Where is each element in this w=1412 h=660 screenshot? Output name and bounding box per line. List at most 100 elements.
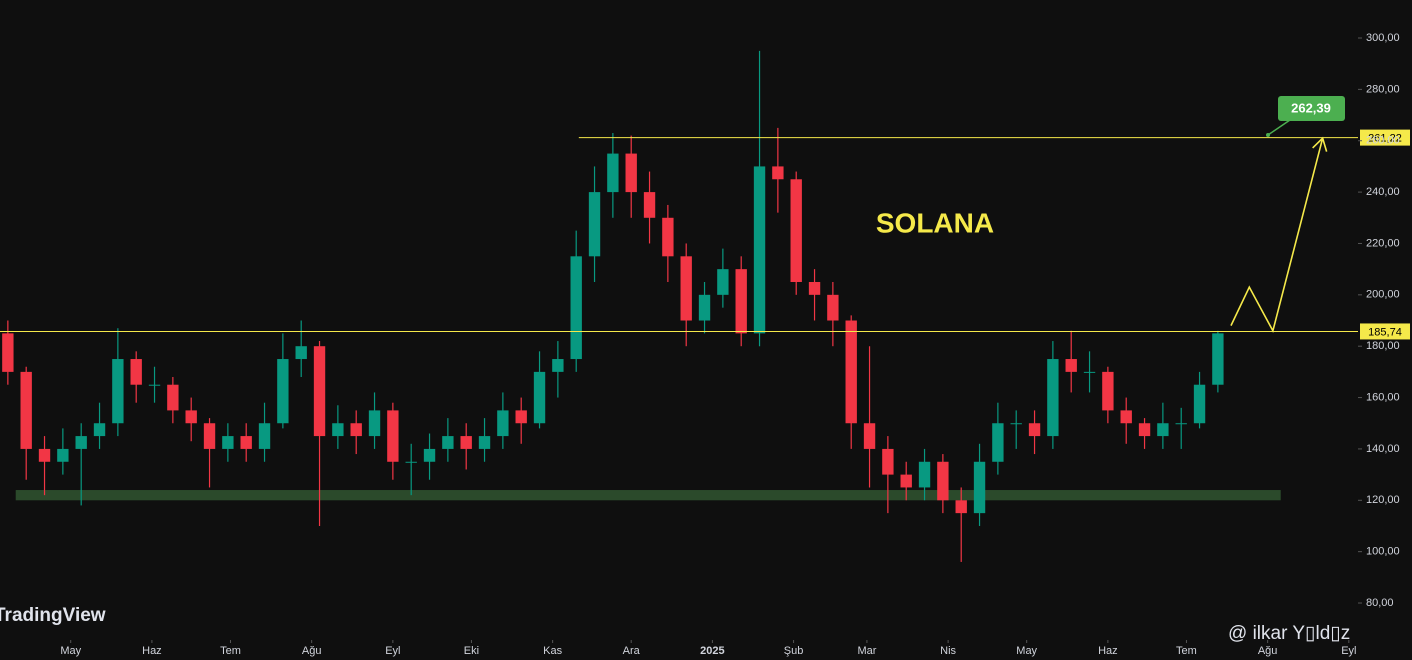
candle-body <box>387 410 399 462</box>
candle-body <box>992 423 1004 462</box>
callout-pointer <box>1267 119 1291 136</box>
projection-path <box>1230 137 1324 333</box>
level-label-box <box>1360 323 1410 340</box>
candle-body <box>93 423 106 437</box>
x-tick-label: Nis <box>940 645 956 657</box>
candle-body <box>405 461 417 463</box>
candle-body <box>625 153 637 193</box>
candle-body <box>313 346 326 437</box>
candle-body <box>717 269 729 295</box>
candle-body <box>937 461 949 501</box>
level-label-box <box>1360 129 1410 146</box>
candle-body <box>882 448 894 475</box>
x-tick-label: Eyl <box>385 645 400 657</box>
x-tick-label: Mar <box>857 645 876 657</box>
x-tick-label: Haz <box>142 645 162 657</box>
x-tick-label: Şub <box>784 645 804 657</box>
x-tick-label: Kas <box>543 645 562 657</box>
level-label: 185,74 <box>1368 326 1402 338</box>
level-label: 261,22 <box>1368 133 1402 145</box>
arrow-head <box>1312 136 1328 152</box>
candle-body <box>955 500 967 514</box>
candle-body <box>167 384 179 411</box>
y-tick-label: 240,00 <box>1366 186 1400 198</box>
candle-body <box>258 423 271 449</box>
y-tick-label: 160,00 <box>1366 391 1400 403</box>
y-tick-label: 140,00 <box>1366 443 1400 455</box>
candle-body <box>552 359 564 372</box>
x-tick-label: Eki <box>464 645 479 657</box>
y-tick-label: 220,00 <box>1366 237 1400 249</box>
candle-body <box>332 423 344 437</box>
x-tick-label: Ağu <box>302 645 322 657</box>
x-tick-label: Tem <box>220 645 241 657</box>
candle-body <box>497 410 509 437</box>
x-tick-label: Ağu <box>1258 645 1278 657</box>
candle-body <box>900 474 912 488</box>
x-tick-label: Tem <box>1176 645 1197 657</box>
y-tick-label: 100,00 <box>1366 546 1400 558</box>
candle-body <box>588 192 601 257</box>
candle-body <box>607 153 619 193</box>
candle-body <box>827 294 839 321</box>
candle-body <box>790 179 802 282</box>
candle-body <box>20 371 32 449</box>
candle-body <box>368 410 381 437</box>
candle-body <box>533 371 546 424</box>
candle-body <box>478 436 491 449</box>
callout-label: 262,39 <box>1291 100 1331 115</box>
candle-body <box>1138 423 1151 437</box>
candle-body <box>515 410 527 424</box>
support-zone <box>15 490 1281 501</box>
y-tick-label: 200,00 <box>1366 289 1400 301</box>
candle-body <box>1102 371 1114 411</box>
candle-body <box>863 423 876 449</box>
candle-body <box>772 166 784 180</box>
candle-body <box>222 436 234 449</box>
candle-body <box>698 294 711 321</box>
candle-body <box>185 410 197 424</box>
candle-body <box>1175 423 1187 425</box>
candle-body <box>148 384 161 386</box>
candle-body <box>845 320 857 424</box>
candle-body <box>277 359 289 424</box>
candle-body <box>973 461 986 514</box>
candle-body <box>442 436 454 449</box>
candle-body <box>130 359 142 385</box>
y-tick-label: 260,00 <box>1366 135 1400 147</box>
candle-body <box>350 423 362 437</box>
candle-body <box>753 166 766 334</box>
y-tick-label: 120,00 <box>1366 494 1400 506</box>
candle-body <box>460 436 472 449</box>
candle-body <box>735 269 747 334</box>
y-tick-label: 300,00 <box>1366 32 1400 44</box>
candle-body <box>38 448 51 462</box>
callout-box <box>1278 96 1345 121</box>
candle-body <box>662 217 674 257</box>
y-tick-label: 280,00 <box>1366 83 1400 95</box>
y-tick-label: 180,00 <box>1366 340 1400 352</box>
candle-body <box>808 281 821 295</box>
candle-body <box>1010 423 1022 425</box>
x-tick-label: Haz <box>1098 645 1118 657</box>
candle-body <box>918 461 931 488</box>
candle-body <box>1157 423 1169 437</box>
x-tick-label: May <box>1016 645 1037 657</box>
x-tick-label: Eyl <box>1341 645 1356 657</box>
candle-body <box>1065 359 1077 372</box>
candle-body <box>75 436 87 449</box>
x-tick-label: Ara <box>623 645 641 657</box>
candle-body <box>1193 384 1206 424</box>
chart-title: SOLANA <box>876 207 994 238</box>
candle-body <box>1212 333 1224 385</box>
candle-body <box>423 448 436 462</box>
x-tick-label: 2025 <box>700 645 724 657</box>
y-tick-label: 80,00 <box>1366 597 1394 609</box>
watermark: TradingView <box>0 605 106 626</box>
callout-dot <box>1266 133 1270 137</box>
candle-body <box>643 192 656 218</box>
author: @ ilkar Y▯ld▯z <box>1228 623 1350 644</box>
candle-body <box>295 346 307 360</box>
